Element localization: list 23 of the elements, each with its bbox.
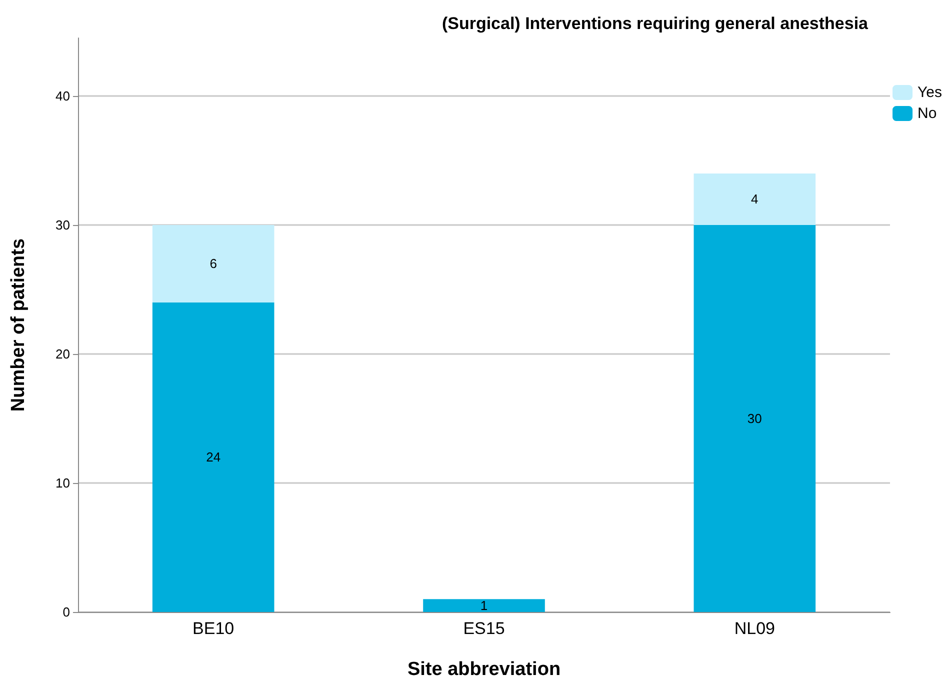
bar [694,225,816,612]
legend-label: No [918,105,937,122]
y-tick-label: 10 [56,476,70,491]
data-label: 1 [480,598,488,614]
y-tick-label: 40 [56,88,70,104]
x-axis-title: Site abbreviation [407,659,561,680]
data-label: 24 [206,450,221,465]
x-tick-label: ES15 [463,619,505,638]
bar [152,225,274,302]
data-label: 4 [751,192,758,207]
y-tick-label: 20 [56,346,70,362]
chart-title: (Surgical) Interventions requiring general anesthesia [442,14,869,33]
bar [423,599,545,612]
bar [694,173,816,226]
y-tick-label: 30 [56,218,70,233]
y-tick-label: 0 [62,604,70,620]
data-label: 6 [210,256,217,272]
x-tick-label: NL09 [734,619,775,638]
bar [152,302,274,612]
data-label: 30 [747,411,762,426]
legend-label: Yes [918,84,942,101]
y-axis-title: Number of patients [8,238,29,412]
x-tick-label: BE10 [192,619,234,638]
